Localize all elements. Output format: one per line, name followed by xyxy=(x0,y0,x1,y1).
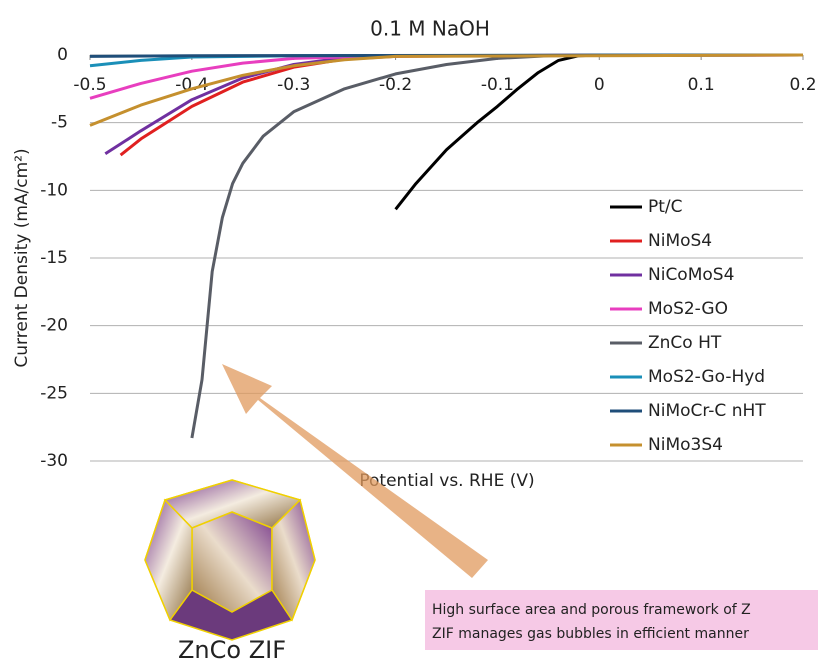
note-line: ZIF manages gas bubbles in efficient man… xyxy=(432,626,749,642)
zif-label: ZnCo ZIF xyxy=(178,636,286,664)
note-line: High surface area and porous framework o… xyxy=(432,602,751,618)
zif-illustration xyxy=(145,480,315,640)
legend-label: MoS2-GO xyxy=(648,299,728,319)
chart: 0.1 M NaOH Potential vs. RHE (V) Current… xyxy=(0,0,818,667)
y-tick-label: -25 xyxy=(40,383,68,403)
x-tick-label: -0.1 xyxy=(481,75,514,95)
y-tick-label: -10 xyxy=(40,180,68,200)
legend-label: Pt/C xyxy=(648,197,683,217)
y-axis-label: Current Density (mA/cm²) xyxy=(12,148,32,367)
chart-title: 0.1 M NaOH xyxy=(370,17,490,41)
y-tick-label: -20 xyxy=(40,316,68,336)
x-tick-label: 0.1 xyxy=(688,75,715,95)
legend-label: NiMoS4 xyxy=(648,231,712,251)
y-tick-label: 0 xyxy=(57,45,68,65)
x-tick-label: -0.3 xyxy=(277,75,310,95)
legend-label: NiCoMoS4 xyxy=(648,265,734,285)
legend-label: NiMoCr-C nHT xyxy=(648,401,766,421)
series-line xyxy=(121,55,803,155)
y-tick-label: -30 xyxy=(40,451,68,471)
legend-label: NiMo3S4 xyxy=(648,435,723,455)
x-tick-label: 0.2 xyxy=(789,75,816,95)
legend-label: ZnCo HT xyxy=(648,333,722,353)
y-tick-label: -5 xyxy=(51,113,68,133)
x-tick-label: 0 xyxy=(594,75,605,95)
x-tick-label: -0.5 xyxy=(73,75,106,95)
y-tick-label: -15 xyxy=(40,248,68,268)
legend-label: MoS2-Go-Hyd xyxy=(648,367,765,387)
